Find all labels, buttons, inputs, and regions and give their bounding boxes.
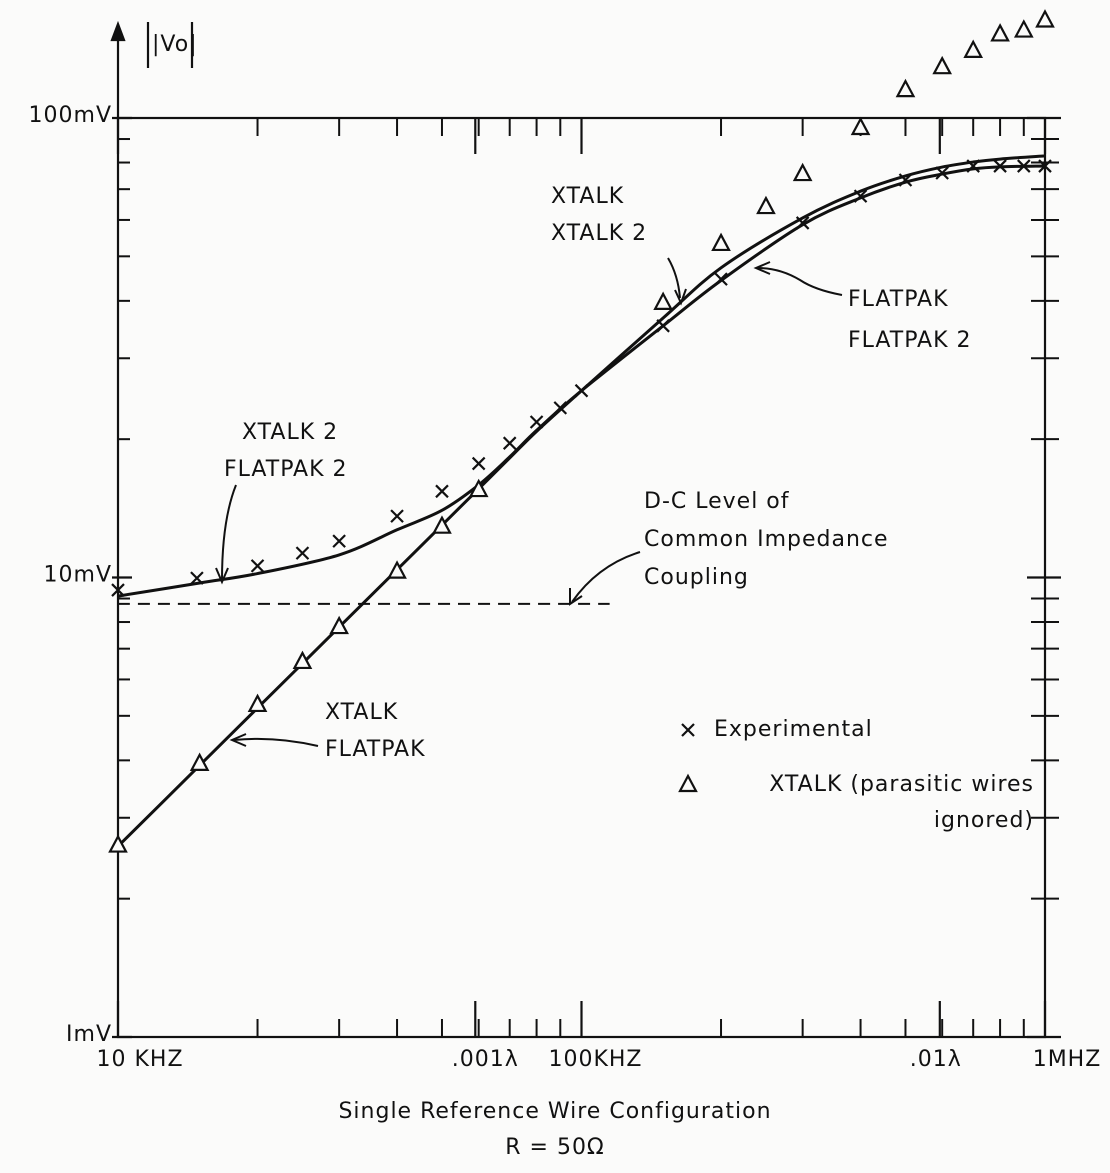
x-marker xyxy=(935,166,949,180)
annotation: FLATPAK 2 xyxy=(224,457,348,482)
triangle-marker xyxy=(1035,9,1055,28)
x-marker xyxy=(502,436,517,450)
triangle-marker xyxy=(711,232,731,252)
arrow-head xyxy=(215,567,229,585)
x-marker xyxy=(574,383,589,398)
x-marker xyxy=(966,159,980,173)
x-marker xyxy=(295,546,310,560)
x-marker xyxy=(111,583,125,597)
x-marker xyxy=(714,272,728,286)
x-marker xyxy=(853,189,868,203)
triangle-marker xyxy=(247,693,268,713)
legend-label: XTALK (parasitic wires ignored) xyxy=(769,772,1034,833)
arrow xyxy=(667,257,681,299)
triangle-marker xyxy=(387,560,407,579)
annotation: FLATPAK 2 xyxy=(848,328,972,353)
x-axis-label: Single Reference Wire Configuration xyxy=(338,1099,771,1124)
arrow xyxy=(757,267,843,296)
annotation: FLATPAK xyxy=(325,737,426,762)
x-marker xyxy=(795,216,810,230)
y-axis-label: |Vo| xyxy=(152,32,198,57)
triangle-marker xyxy=(990,23,1010,42)
frame xyxy=(110,20,1047,1039)
triangle-marker xyxy=(1013,19,1034,38)
annotation: FLATPAK xyxy=(848,287,949,312)
x-tick-label: 1MHZ xyxy=(1033,1047,1102,1072)
triangle-marker xyxy=(895,78,916,98)
arrow xyxy=(233,737,319,747)
x-tick-label: 100KHZ xyxy=(548,1047,642,1072)
x-marker xyxy=(471,456,486,471)
triangle-marker xyxy=(850,116,871,136)
x-marker xyxy=(332,534,346,548)
annotation: D-C Level of xyxy=(644,489,790,514)
plot-frame xyxy=(116,116,1047,1039)
x-tick-label: .001λ xyxy=(452,1047,519,1072)
arrow-head xyxy=(110,20,126,42)
annotation: XTALK 2 xyxy=(551,221,647,246)
triangle-marker xyxy=(329,615,349,635)
x-marker xyxy=(190,571,204,585)
arrow-head xyxy=(753,261,771,275)
arrow xyxy=(221,484,237,581)
x-marker xyxy=(1038,159,1052,173)
triangle-marker xyxy=(468,478,489,498)
triangle-marker xyxy=(653,291,673,310)
x-marker xyxy=(1017,159,1031,173)
triangle-marker xyxy=(963,39,984,58)
caption: R = 50Ω xyxy=(505,1135,605,1160)
annotation: Coupling xyxy=(644,565,749,590)
arrow-head xyxy=(229,733,247,747)
triangle-marker xyxy=(108,834,128,853)
x-tick-label: 10 KHZ xyxy=(96,1047,183,1072)
x-marker xyxy=(435,484,449,499)
x-marker xyxy=(898,173,913,187)
y-tick-label: 100mV xyxy=(29,103,112,128)
arrow xyxy=(571,551,641,603)
triangle-marker xyxy=(932,55,953,75)
triangle-marker xyxy=(792,162,813,182)
triangle-marker xyxy=(432,515,452,534)
annotation: XTALK xyxy=(325,700,398,725)
annotation: XTALK xyxy=(551,184,624,209)
x-marker xyxy=(390,509,404,523)
x-tick-label: .01λ xyxy=(910,1047,962,1072)
x-marker xyxy=(553,401,568,415)
x-marker xyxy=(250,559,265,573)
triangle-marker xyxy=(292,650,313,670)
triangle-marker xyxy=(678,773,698,793)
annotation: Common Impedance xyxy=(644,527,889,552)
triangle-marker xyxy=(756,195,776,215)
legend-label: Experimental xyxy=(714,717,873,742)
x-marker xyxy=(656,319,670,333)
x-marker xyxy=(681,723,695,737)
annotation: XTALK 2 xyxy=(242,420,338,445)
triangle-marker xyxy=(189,752,210,771)
x-marker xyxy=(993,159,1007,173)
y-tick-label: ImV xyxy=(66,1022,112,1047)
y-tick-label: 10mV xyxy=(44,563,112,588)
x-marker xyxy=(529,415,544,429)
